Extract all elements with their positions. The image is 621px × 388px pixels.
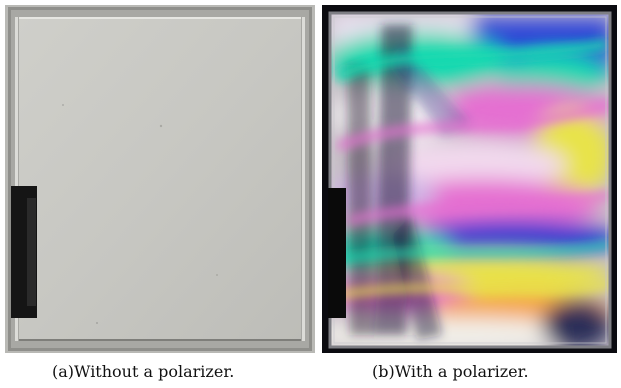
- clip-b: [328, 188, 346, 318]
- caption-a: (a)Without a polarizer.: [52, 362, 235, 381]
- photo-b-image: [322, 5, 617, 353]
- photo-a-image: [5, 5, 315, 353]
- caption-b: (b)With a polarizer.: [372, 362, 529, 381]
- photo-with-polarizer: [322, 5, 617, 353]
- photo-without-polarizer: [5, 5, 315, 353]
